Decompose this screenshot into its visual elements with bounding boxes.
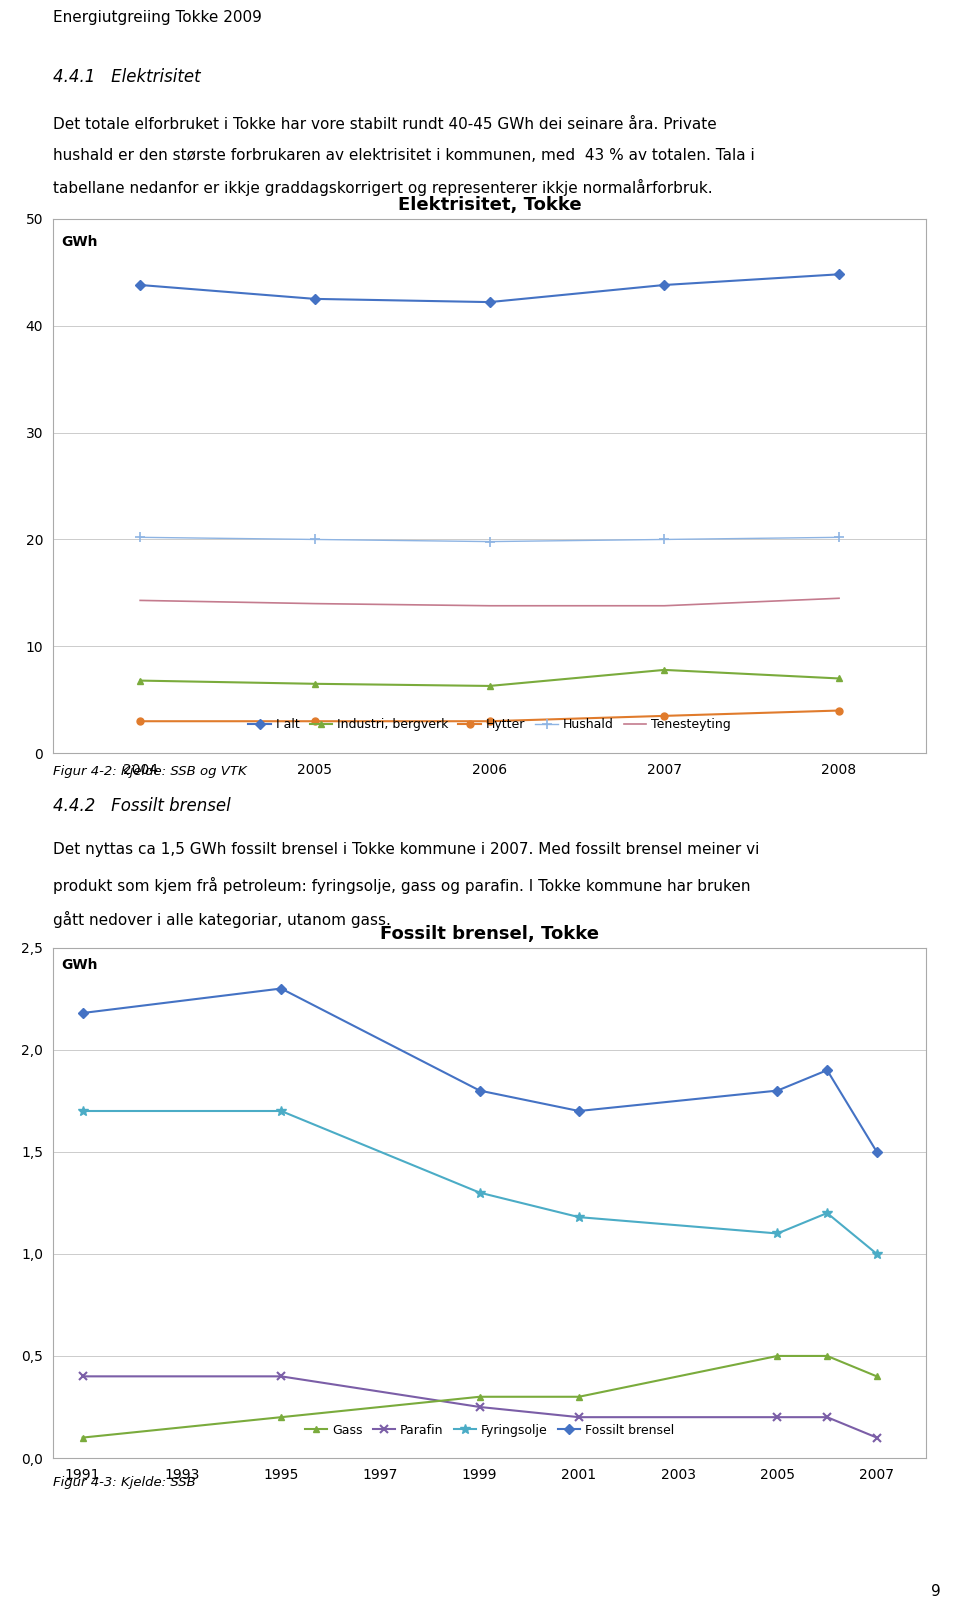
Hytter	[309, 711, 321, 731]
Hushald	[833, 528, 845, 548]
Industri, bergverk	[134, 671, 146, 690]
Gass	[772, 1346, 783, 1366]
Hytter	[484, 711, 495, 731]
Line: Tenesteyting: Tenesteyting	[140, 598, 839, 606]
Fyringsolje	[77, 1102, 88, 1121]
Line: Industri, bergverk: Industri, bergverk	[136, 666, 843, 690]
Gass	[573, 1387, 585, 1406]
Text: gått nedover i alle kategoriar, utanom gass.: gått nedover i alle kategoriar, utanom g…	[53, 910, 391, 928]
Line: I alt: I alt	[136, 271, 843, 306]
Text: Det totale elforbruket i Tokke har vore stabilt rundt 40-45 GWh dei seinare åra.: Det totale elforbruket i Tokke har vore …	[53, 117, 716, 131]
Fyringsolje	[474, 1183, 486, 1202]
Fyringsolje	[822, 1204, 833, 1223]
Text: Figur 4-2: Kjelde: SSB og VTK: Figur 4-2: Kjelde: SSB og VTK	[53, 765, 247, 778]
Line: Gass: Gass	[79, 1353, 880, 1442]
Fossilt brensel	[573, 1102, 585, 1121]
Line: Parafin: Parafin	[79, 1372, 881, 1442]
Fossilt brensel	[77, 1003, 88, 1022]
Text: Det nyttas ca 1,5 GWh fossilt brensel i Tokke kommune i 2007. Med fossilt brense: Det nyttas ca 1,5 GWh fossilt brensel i …	[53, 842, 759, 857]
Fossilt brensel	[871, 1142, 882, 1162]
Line: Fyringsolje: Fyringsolje	[78, 1106, 881, 1259]
Parafin	[772, 1408, 783, 1427]
Hushald	[659, 530, 670, 549]
Industri, bergverk	[659, 661, 670, 680]
Fyringsolje	[871, 1244, 882, 1264]
I alt	[134, 275, 146, 295]
I alt	[309, 290, 321, 309]
I alt	[833, 264, 845, 284]
Legend: Gass, Parafin, Fyringsolje, Fossilt brensel: Gass, Parafin, Fyringsolje, Fossilt bren…	[300, 1419, 680, 1442]
Tenesteyting	[484, 596, 495, 616]
Fossilt brensel	[822, 1061, 833, 1081]
Tenesteyting	[833, 588, 845, 608]
Parafin	[822, 1408, 833, 1427]
Line: Hushald: Hushald	[135, 533, 844, 546]
Gass	[871, 1367, 882, 1387]
Text: hushald er den største forbrukaren av elektrisitet i kommunen, med  43 % av tota: hushald er den største forbrukaren av el…	[53, 147, 755, 164]
Tenesteyting	[659, 596, 670, 616]
Text: 4.4.1   Elektrisitet: 4.4.1 Elektrisitet	[53, 68, 201, 86]
Parafin	[276, 1367, 287, 1387]
Hytter	[134, 711, 146, 731]
Text: 9: 9	[931, 1584, 941, 1599]
Text: Energiutgreiing Tokke 2009: Energiutgreiing Tokke 2009	[53, 10, 262, 24]
Title: Fossilt brensel, Tokke: Fossilt brensel, Tokke	[380, 925, 599, 943]
Hushald	[484, 531, 495, 551]
Fossilt brensel	[276, 978, 287, 998]
Line: Hytter: Hytter	[136, 706, 843, 724]
Parafin	[871, 1427, 882, 1447]
Fyringsolje	[772, 1223, 783, 1243]
Line: Fossilt brensel: Fossilt brensel	[79, 985, 880, 1155]
Parafin	[573, 1408, 585, 1427]
Fossilt brensel	[474, 1081, 486, 1100]
Industri, bergverk	[484, 676, 495, 695]
Gass	[822, 1346, 833, 1366]
Fossilt brensel	[772, 1081, 783, 1100]
Text: produkt som kjem frå petroleum: fyringsolje, gass og parafin. I Tokke kommune ha: produkt som kjem frå petroleum: fyringso…	[53, 876, 751, 894]
I alt	[659, 275, 670, 295]
I alt	[484, 292, 495, 311]
Tenesteyting	[134, 591, 146, 611]
Parafin	[77, 1367, 88, 1387]
Title: Elektrisitet, Tokke: Elektrisitet, Tokke	[397, 196, 582, 214]
Legend: I alt, Industri, bergverk, Hytter, Hushald, Tenesteyting: I alt, Industri, bergverk, Hytter, Husha…	[243, 713, 736, 737]
Text: Figur 4-3: Kjelde: SSB: Figur 4-3: Kjelde: SSB	[53, 1476, 196, 1489]
Fyringsolje	[276, 1102, 287, 1121]
Fyringsolje	[573, 1207, 585, 1226]
Text: 4.4.2   Fossilt brensel: 4.4.2 Fossilt brensel	[53, 797, 230, 815]
Gass	[276, 1408, 287, 1427]
Parafin	[474, 1396, 486, 1416]
Hytter	[833, 701, 845, 721]
Gass	[77, 1427, 88, 1447]
Industri, bergverk	[309, 674, 321, 693]
Text: tabellane nedanfor er ikkje graddagskorrigert og representerer ikkje normalårfor: tabellane nedanfor er ikkje graddagskorr…	[53, 180, 712, 196]
Text: GWh: GWh	[61, 235, 98, 249]
Hushald	[134, 528, 146, 548]
Text: GWh: GWh	[61, 957, 98, 972]
Gass	[474, 1387, 486, 1406]
Tenesteyting	[309, 595, 321, 614]
Hytter	[659, 706, 670, 726]
Industri, bergverk	[833, 669, 845, 688]
Hushald	[309, 530, 321, 549]
